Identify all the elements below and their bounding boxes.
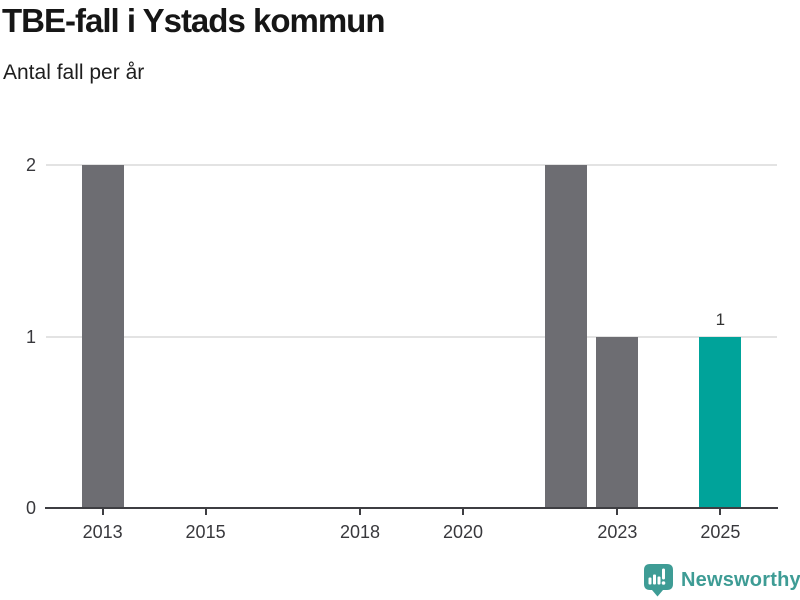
x-axis-tick-label: 2025 [700, 522, 741, 542]
x-axis-tick [101, 509, 104, 515]
x-axis-tick-label: 2015 [185, 522, 226, 542]
x-axis-tick-label: 2020 [442, 522, 483, 542]
x-axis-tick [719, 509, 722, 515]
x-axis-tick [204, 509, 207, 515]
gridline [46, 335, 777, 338]
newsworthy-logo-icon [644, 564, 673, 597]
chart-subtitle: Antal fall per år [3, 61, 145, 84]
y-axis-tick-label: 1 [25, 326, 36, 347]
brand-name: Newsworthy [681, 569, 800, 591]
bar-value-label: 1 [715, 309, 726, 329]
page-title: TBE-fall i Ystads kommun [2, 2, 385, 39]
bar-2025 [699, 336, 742, 508]
y-axis-tick-label: 0 [25, 498, 36, 518]
x-axis-tick [616, 509, 619, 515]
brand-footer: Newsworthy [644, 564, 800, 597]
x-axis-tick [461, 509, 464, 515]
y-axis-tick-label: 2 [25, 155, 36, 175]
x-axis-tick [359, 509, 362, 515]
bar-2022 [544, 165, 587, 508]
x-axis-tick-label: 2023 [597, 522, 638, 542]
x-axis-tick-label: 2018 [339, 522, 381, 542]
x-axis-line [45, 507, 778, 509]
bar-2013 [81, 165, 124, 508]
gridline [46, 164, 777, 166]
x-axis-tick-label: 2013 [82, 522, 123, 542]
bar-2023 [596, 336, 639, 508]
